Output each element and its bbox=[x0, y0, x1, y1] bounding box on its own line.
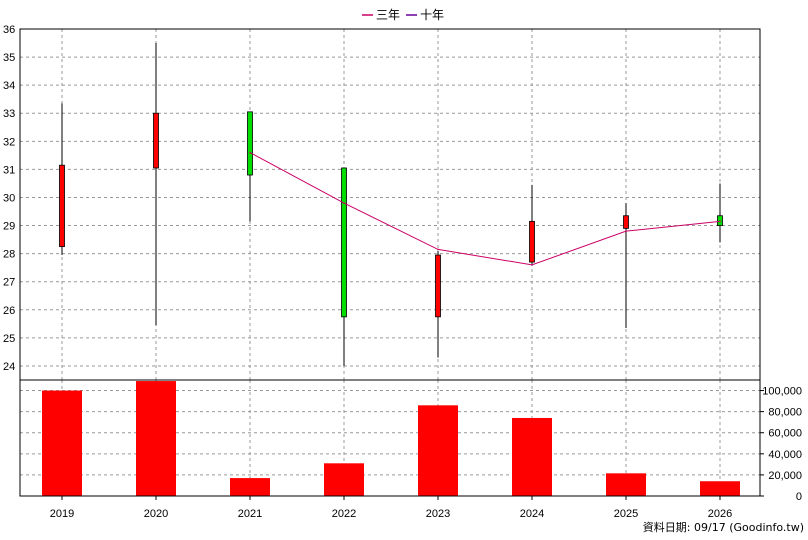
candle-body bbox=[341, 167, 347, 318]
candle-body bbox=[623, 215, 629, 229]
three-year-point bbox=[249, 151, 251, 154]
volume-bar-2023 bbox=[418, 405, 458, 496]
candle-body bbox=[59, 164, 65, 248]
price-tick-label: 24 bbox=[3, 361, 15, 373]
price-tick-label: 33 bbox=[3, 108, 15, 120]
price-tick-label: 26 bbox=[3, 305, 15, 317]
x-tick-label: 2023 bbox=[426, 508, 450, 520]
price-tick-label: 36 bbox=[3, 24, 15, 36]
price-tick-label: 29 bbox=[3, 221, 15, 233]
price-plot-frame bbox=[19, 28, 761, 381]
legend: 三年 十年 bbox=[362, 8, 444, 22]
volume-tick-label: 20,000 bbox=[768, 470, 802, 482]
candle-2021 bbox=[247, 111, 253, 222]
volume-tick-label: 40,000 bbox=[768, 449, 802, 461]
three-year-line bbox=[249, 151, 721, 266]
volume-tick-label: 60,000 bbox=[768, 428, 802, 440]
three-year-point bbox=[719, 220, 721, 223]
three-year-point bbox=[531, 264, 533, 266]
price-tick-label: 28 bbox=[3, 249, 15, 261]
price-tick-label: 30 bbox=[3, 192, 15, 204]
x-tick-label: 2020 bbox=[144, 508, 168, 520]
volume-bar-2020 bbox=[136, 381, 176, 496]
x-tick-label: 2026 bbox=[708, 508, 732, 520]
candle-2023 bbox=[435, 250, 441, 358]
volume-bar-2026 bbox=[700, 481, 740, 496]
source-note: 資料日期: 09/17 (Goodinfo.tw) bbox=[643, 520, 804, 534]
price-tick-label: 25 bbox=[3, 333, 15, 345]
price-gridlines bbox=[20, 29, 760, 380]
candle-body bbox=[247, 111, 253, 176]
volume-tick-label: 0 bbox=[796, 491, 802, 503]
candle-2020 bbox=[153, 43, 159, 326]
x-tick-label: 2022 bbox=[332, 508, 356, 520]
candle-2019 bbox=[59, 103, 65, 256]
x-tick-label: 2025 bbox=[614, 508, 638, 520]
candle-2024 bbox=[529, 184, 535, 265]
volume-bar-2019 bbox=[42, 390, 82, 496]
candle-2022 bbox=[341, 167, 347, 366]
candle-body bbox=[153, 112, 159, 169]
volume-tick-label: 100,000 bbox=[762, 386, 802, 398]
price-tick-label: 27 bbox=[3, 277, 15, 289]
volume-axis: 0 20,000 40,000 60,000 80,000 100,000 bbox=[760, 386, 802, 503]
candle-2026 bbox=[717, 183, 723, 243]
three-year-point bbox=[343, 202, 345, 204]
volume-gridlines bbox=[20, 380, 760, 496]
candle-body bbox=[435, 254, 441, 318]
legend-label-3yr: 三年 bbox=[376, 8, 400, 22]
x-axis: 2019 2020 2021 2022 2023 2024 2025 2026 bbox=[50, 496, 732, 520]
volume-bar-2022 bbox=[324, 463, 364, 496]
price-tick-label: 32 bbox=[3, 136, 15, 148]
price-tick-label: 35 bbox=[3, 52, 15, 64]
volume-plot-frame bbox=[19, 379, 761, 497]
candle-2025 bbox=[623, 203, 629, 329]
price-tick-label: 31 bbox=[3, 164, 15, 176]
volume-bars bbox=[42, 381, 740, 496]
x-tick-label: 2024 bbox=[520, 508, 544, 520]
volume-tick-label: 80,000 bbox=[768, 407, 802, 419]
x-tick-label: 2021 bbox=[238, 508, 262, 520]
legend-label-10yr: 十年 bbox=[420, 8, 444, 22]
price-tick-label: 34 bbox=[3, 80, 15, 92]
volume-bar-2024 bbox=[512, 417, 552, 496]
volume-bar-2021 bbox=[230, 478, 270, 496]
x-tick-label: 2019 bbox=[50, 508, 74, 520]
three-year-point bbox=[625, 230, 627, 232]
price-axis: 24 25 26 27 28 29 30 31 32 33 34 35 36 bbox=[3, 24, 15, 373]
candle-body bbox=[529, 220, 535, 263]
three-year-point bbox=[437, 248, 439, 251]
candles bbox=[59, 43, 723, 366]
volume-bar-2025 bbox=[606, 473, 646, 496]
three-year-polyline bbox=[249, 152, 721, 266]
